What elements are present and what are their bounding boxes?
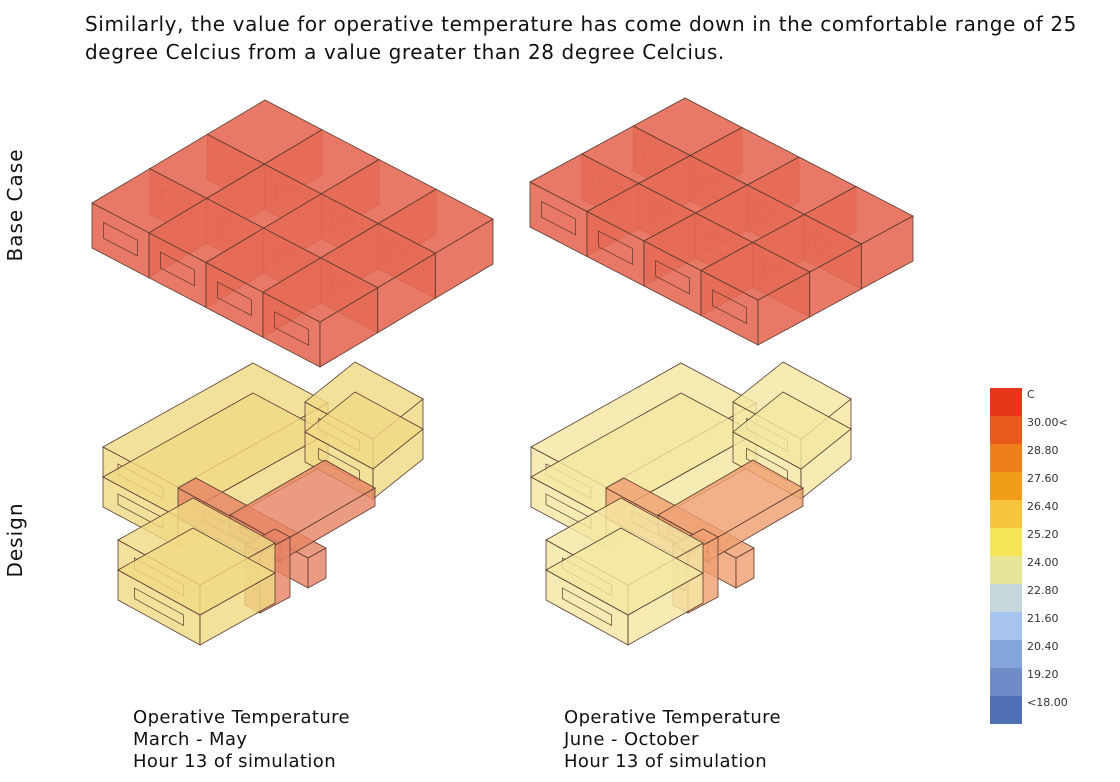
caption-line: Operative Temperature bbox=[133, 707, 351, 728]
legend-swatch bbox=[990, 612, 1022, 640]
window bbox=[160, 251, 195, 287]
box-face bbox=[262, 257, 379, 323]
legend-swatch bbox=[990, 444, 1022, 472]
legend-label: C bbox=[1027, 388, 1035, 401]
window bbox=[541, 200, 576, 236]
legend-label: 25.20 bbox=[1027, 528, 1059, 541]
window bbox=[655, 259, 690, 295]
box-face bbox=[304, 391, 424, 470]
caption-line: Operative Temperature bbox=[564, 707, 782, 728]
caption-line: Hour 13 of simulation bbox=[133, 751, 337, 772]
box-face bbox=[657, 459, 804, 544]
caption-line: Hour 13 of simulation bbox=[564, 751, 768, 772]
box-face bbox=[545, 527, 704, 616]
legend-swatch bbox=[990, 556, 1022, 584]
window bbox=[274, 311, 309, 346]
legend-swatch bbox=[990, 584, 1022, 612]
legend-swatch bbox=[990, 388, 1022, 416]
legend-label: 20.40 bbox=[1027, 640, 1059, 653]
legend-swatch bbox=[990, 528, 1022, 556]
caption: Operative Temperature June - October Hou… bbox=[564, 707, 781, 773]
legend-swatch bbox=[990, 696, 1022, 724]
window bbox=[134, 587, 184, 627]
window bbox=[598, 230, 633, 265]
legend-label: 26.40 bbox=[1027, 500, 1059, 513]
legend-label: <18.00 bbox=[1027, 696, 1068, 709]
legend-label: 27.60 bbox=[1027, 472, 1059, 485]
box-face bbox=[229, 459, 376, 544]
caption-line: June - October bbox=[564, 729, 699, 750]
window bbox=[217, 281, 252, 317]
legend-swatch bbox=[990, 668, 1022, 696]
row-label: Base Case bbox=[3, 148, 27, 261]
legend-label: 28.80 bbox=[1027, 444, 1059, 457]
window bbox=[103, 221, 138, 257]
legend-label: 30.00< bbox=[1027, 416, 1068, 429]
legend-label: 21.60 bbox=[1027, 612, 1059, 625]
legend-label: 24.00 bbox=[1027, 556, 1059, 569]
legend-swatch bbox=[990, 500, 1022, 528]
box-face bbox=[700, 242, 811, 301]
caption: Operative Temperature March - May Hour 1… bbox=[133, 707, 350, 773]
window bbox=[712, 289, 747, 324]
legend-label: 22.80 bbox=[1027, 584, 1059, 597]
legend-swatch bbox=[990, 472, 1022, 500]
legend-swatch bbox=[990, 640, 1022, 668]
row-label: Design bbox=[3, 502, 27, 577]
box-face bbox=[117, 527, 276, 616]
caption-line: March - May bbox=[133, 729, 248, 750]
buildings bbox=[91, 97, 914, 646]
legend-swatch bbox=[990, 416, 1022, 444]
legend-label: 19.20 bbox=[1027, 668, 1059, 681]
window bbox=[562, 587, 612, 627]
legend: C 30.00< 28.80 27.60 26.40 25.20 24.00 22.80 21.… bbox=[990, 388, 1068, 724]
paragraph: Similarly, the value for operative tempe… bbox=[85, 12, 1077, 64]
box-face bbox=[732, 391, 852, 470]
